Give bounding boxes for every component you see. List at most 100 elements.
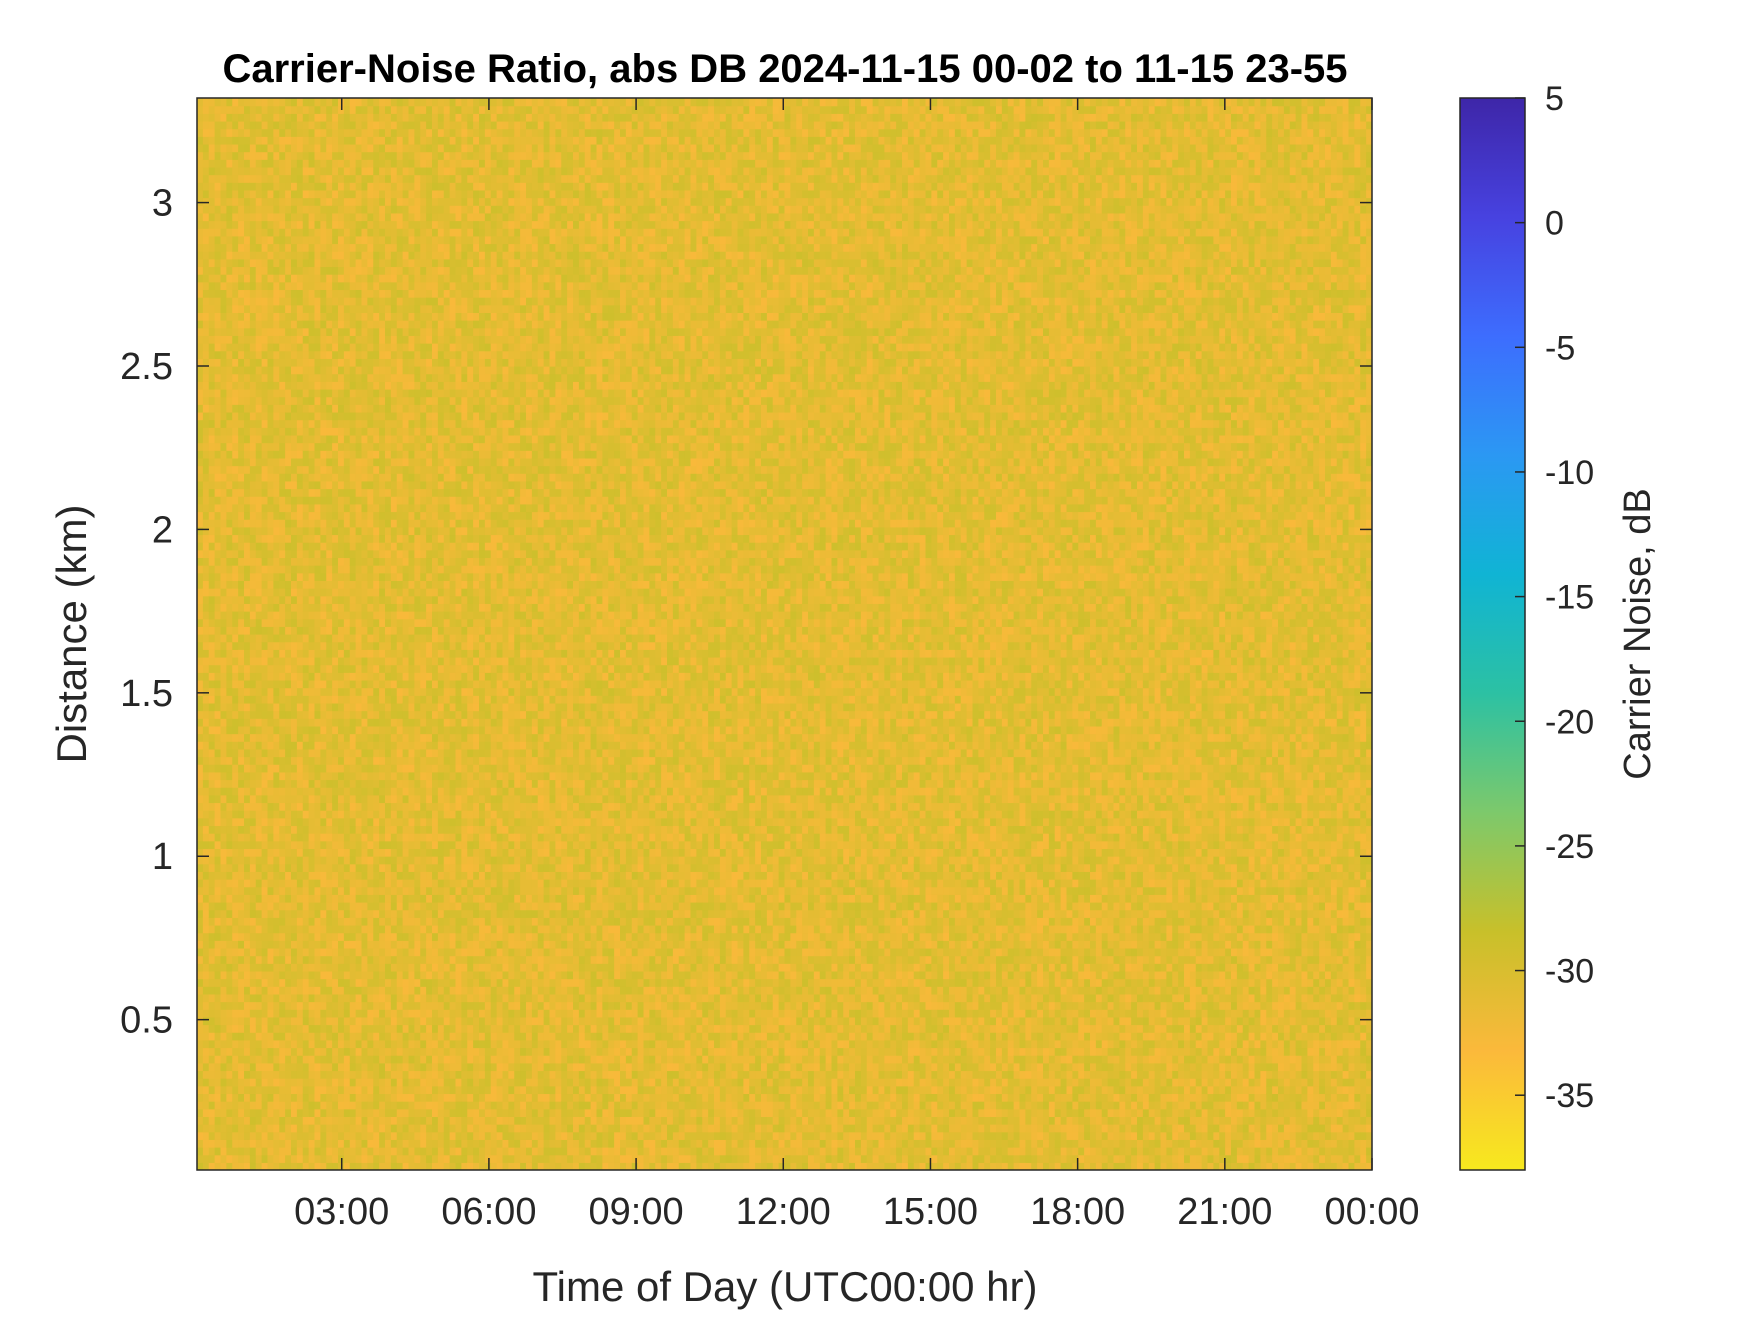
heatmap-cell [367, 1124, 373, 1132]
heatmap-cell [397, 251, 403, 259]
heatmap-cell [262, 228, 268, 236]
heatmap-cell [362, 703, 368, 711]
heatmap-cell [250, 274, 256, 282]
heatmap-cell [244, 864, 250, 872]
heatmap-cell [326, 749, 332, 757]
heatmap-cell [203, 779, 209, 787]
heatmap-cell [303, 152, 309, 160]
heatmap-cell [256, 213, 262, 221]
heatmap-cell [344, 825, 350, 833]
heatmap-cell [397, 902, 403, 910]
heatmap-cell [244, 466, 250, 474]
heatmap-cell [326, 741, 332, 749]
heatmap-cell [273, 603, 279, 611]
heatmap-cell [362, 113, 368, 121]
heatmap-cell [250, 711, 256, 719]
heatmap-cell [209, 1109, 215, 1117]
heatmap-cell [285, 190, 291, 198]
heatmap-cell [273, 511, 279, 519]
heatmap-cell [244, 427, 250, 435]
heatmap-cell [309, 182, 315, 190]
heatmap-cell [344, 810, 350, 818]
heatmap-cell [315, 1055, 321, 1063]
heatmap-cell [373, 925, 379, 933]
heatmap-cell [262, 833, 268, 841]
heatmap-cell [397, 213, 403, 221]
heatmap-cell [338, 833, 344, 841]
heatmap-cell [309, 833, 315, 841]
heatmap-cell [367, 489, 373, 497]
heatmap-cell [391, 1109, 397, 1117]
heatmap-cell [332, 251, 338, 259]
heatmap-cell [256, 749, 262, 757]
heatmap-cell [215, 534, 221, 542]
heatmap-cell [403, 711, 409, 719]
heatmap-cell [238, 1025, 244, 1033]
heatmap-cell [315, 573, 321, 581]
heatmap-cell [338, 167, 344, 175]
heatmap-cell [285, 848, 291, 856]
heatmap-cell [315, 986, 321, 994]
heatmap-cell [273, 887, 279, 895]
heatmap-cell [403, 917, 409, 925]
heatmap-cell [403, 649, 409, 657]
heatmap-cell [379, 167, 385, 175]
heatmap-cell [344, 925, 350, 933]
heatmap-cell [203, 534, 209, 542]
heatmap-cell [285, 381, 291, 389]
heatmap-cell [309, 680, 315, 688]
heatmap-cell [303, 802, 309, 810]
heatmap-cell [320, 1025, 326, 1033]
heatmap-cell [373, 825, 379, 833]
heatmap-cell [309, 481, 315, 489]
heatmap-cell [285, 565, 291, 573]
heatmap-cell [209, 282, 215, 290]
heatmap-cell [356, 649, 362, 657]
heatmap-cell [232, 649, 238, 657]
heatmap-cell [373, 848, 379, 856]
heatmap-cell [356, 1032, 362, 1040]
heatmap-cell [215, 504, 221, 512]
heatmap-cell [197, 129, 203, 137]
heatmap-cell [403, 1101, 409, 1109]
heatmap-cell [268, 1063, 274, 1071]
heatmap-cell [356, 772, 362, 780]
heatmap-cell [350, 213, 356, 221]
heatmap-cell [197, 772, 203, 780]
heatmap-cell [285, 573, 291, 581]
heatmap-cell [232, 734, 238, 742]
heatmap-cell [385, 956, 391, 964]
heatmap-cell [197, 458, 203, 466]
heatmap-cell [221, 596, 227, 604]
heatmap-cell [367, 297, 373, 305]
heatmap-cell [285, 450, 291, 458]
heatmap-cell [197, 243, 203, 251]
heatmap-cell [403, 596, 409, 604]
heatmap-cell [338, 511, 344, 519]
heatmap-cell [385, 435, 391, 443]
heatmap-cell [320, 634, 326, 642]
heatmap-cell [209, 259, 215, 267]
heatmap-cell [268, 688, 274, 696]
heatmap-cell [309, 550, 315, 558]
heatmap-cell [285, 397, 291, 405]
heatmap-cell [385, 159, 391, 167]
heatmap-cell [215, 412, 221, 420]
heatmap-cell [279, 182, 285, 190]
heatmap-cell [238, 251, 244, 259]
heatmap-cell [373, 305, 379, 313]
heatmap-cell [256, 596, 262, 604]
heatmap-cell [344, 879, 350, 887]
heatmap-cell [362, 366, 368, 374]
heatmap-cell [315, 1101, 321, 1109]
heatmap-cell [226, 757, 232, 765]
heatmap-cell [244, 458, 250, 466]
heatmap-cell [350, 979, 356, 987]
heatmap-cell [356, 1017, 362, 1025]
heatmap-cell [203, 198, 209, 206]
heatmap-cell [303, 657, 309, 665]
heatmap-cell [344, 358, 350, 366]
heatmap-cell [226, 1139, 232, 1147]
heatmap-cell [303, 228, 309, 236]
heatmap-cell [262, 251, 268, 259]
